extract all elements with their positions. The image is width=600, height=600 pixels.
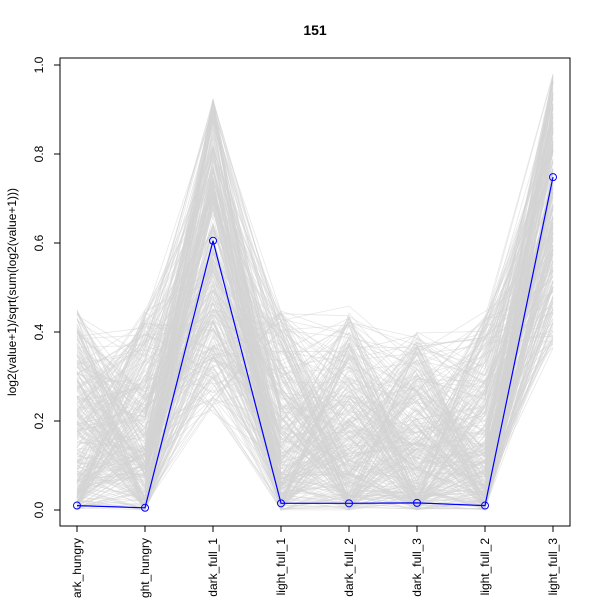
background-series-line (76, 109, 554, 509)
x-tick-label: light_full_2 (478, 538, 492, 596)
y-tick-label: 0.8 (32, 145, 46, 162)
y-tick-label: 0.2 (32, 412, 46, 429)
background-series-line (76, 128, 554, 511)
y-tick-label: 1.0 (32, 56, 46, 73)
x-axis: ark_hungry ght_hungry dark_full_1 light_ful… (70, 526, 560, 598)
x-tick-label: ark_hungry (70, 538, 84, 598)
background-series-line (76, 148, 554, 506)
series-point (481, 501, 489, 510)
background-series-line (76, 146, 554, 507)
background-series-line (76, 146, 554, 504)
background-series-line (76, 208, 554, 507)
background-series-line (76, 229, 554, 510)
background-series-line (76, 110, 554, 505)
background-series-line (76, 263, 554, 496)
background-series-line (76, 150, 554, 496)
series-point (141, 503, 149, 512)
background-series-line (76, 97, 554, 504)
y-tick-label: 0.6 (32, 234, 46, 251)
background-series-line (76, 130, 554, 510)
chart-title: 151 (303, 22, 327, 38)
x-tick-label: ght_hungry (138, 538, 152, 598)
background-series-line (76, 168, 554, 510)
background-series-line (76, 274, 554, 511)
background-series-line (76, 222, 554, 485)
x-tick-label: dark_full_3 (410, 538, 424, 597)
background-series-line (76, 177, 554, 506)
highlighted-series (73, 173, 557, 512)
series-point (549, 173, 557, 182)
background-series-line (76, 280, 554, 512)
x-tick-label: light_full_1 (274, 538, 288, 596)
background-series-line (76, 153, 554, 502)
series-point (73, 501, 81, 510)
series-point (209, 236, 217, 245)
background-series-line (76, 249, 554, 475)
background-series-line (76, 185, 554, 511)
series-point (277, 499, 285, 508)
series-point (345, 499, 353, 508)
background-lines (76, 73, 554, 512)
series-point (413, 498, 421, 507)
y-tick-label: 0.0 (32, 501, 46, 518)
background-series-line (76, 252, 554, 511)
y-tick-label: 0.4 (32, 323, 46, 340)
background-series-line (76, 162, 554, 510)
background-series-line (76, 80, 554, 501)
background-series-line (76, 138, 554, 502)
series-line (76, 176, 554, 509)
y-axis: 0.0 0.2 0.4 0.6 0.8 1.0 (32, 56, 61, 518)
background-series-line (76, 138, 554, 501)
background-series-line (76, 183, 554, 505)
x-tick-label: light_full_3 (546, 538, 560, 596)
background-series-line (76, 231, 554, 505)
background-series-line (76, 327, 554, 504)
x-tick-label: dark_full_2 (342, 538, 356, 597)
background-series-line (76, 205, 554, 503)
y-axis-label: log2(value+1)/sqrt(sum(log2(value+1))) (5, 188, 19, 396)
x-tick-label: dark_full_1 (206, 538, 220, 597)
background-series-line (76, 81, 554, 464)
background-series-line (76, 262, 554, 501)
background-series-line (76, 304, 554, 511)
background-series-line (76, 90, 554, 412)
background-series-line (76, 232, 554, 500)
